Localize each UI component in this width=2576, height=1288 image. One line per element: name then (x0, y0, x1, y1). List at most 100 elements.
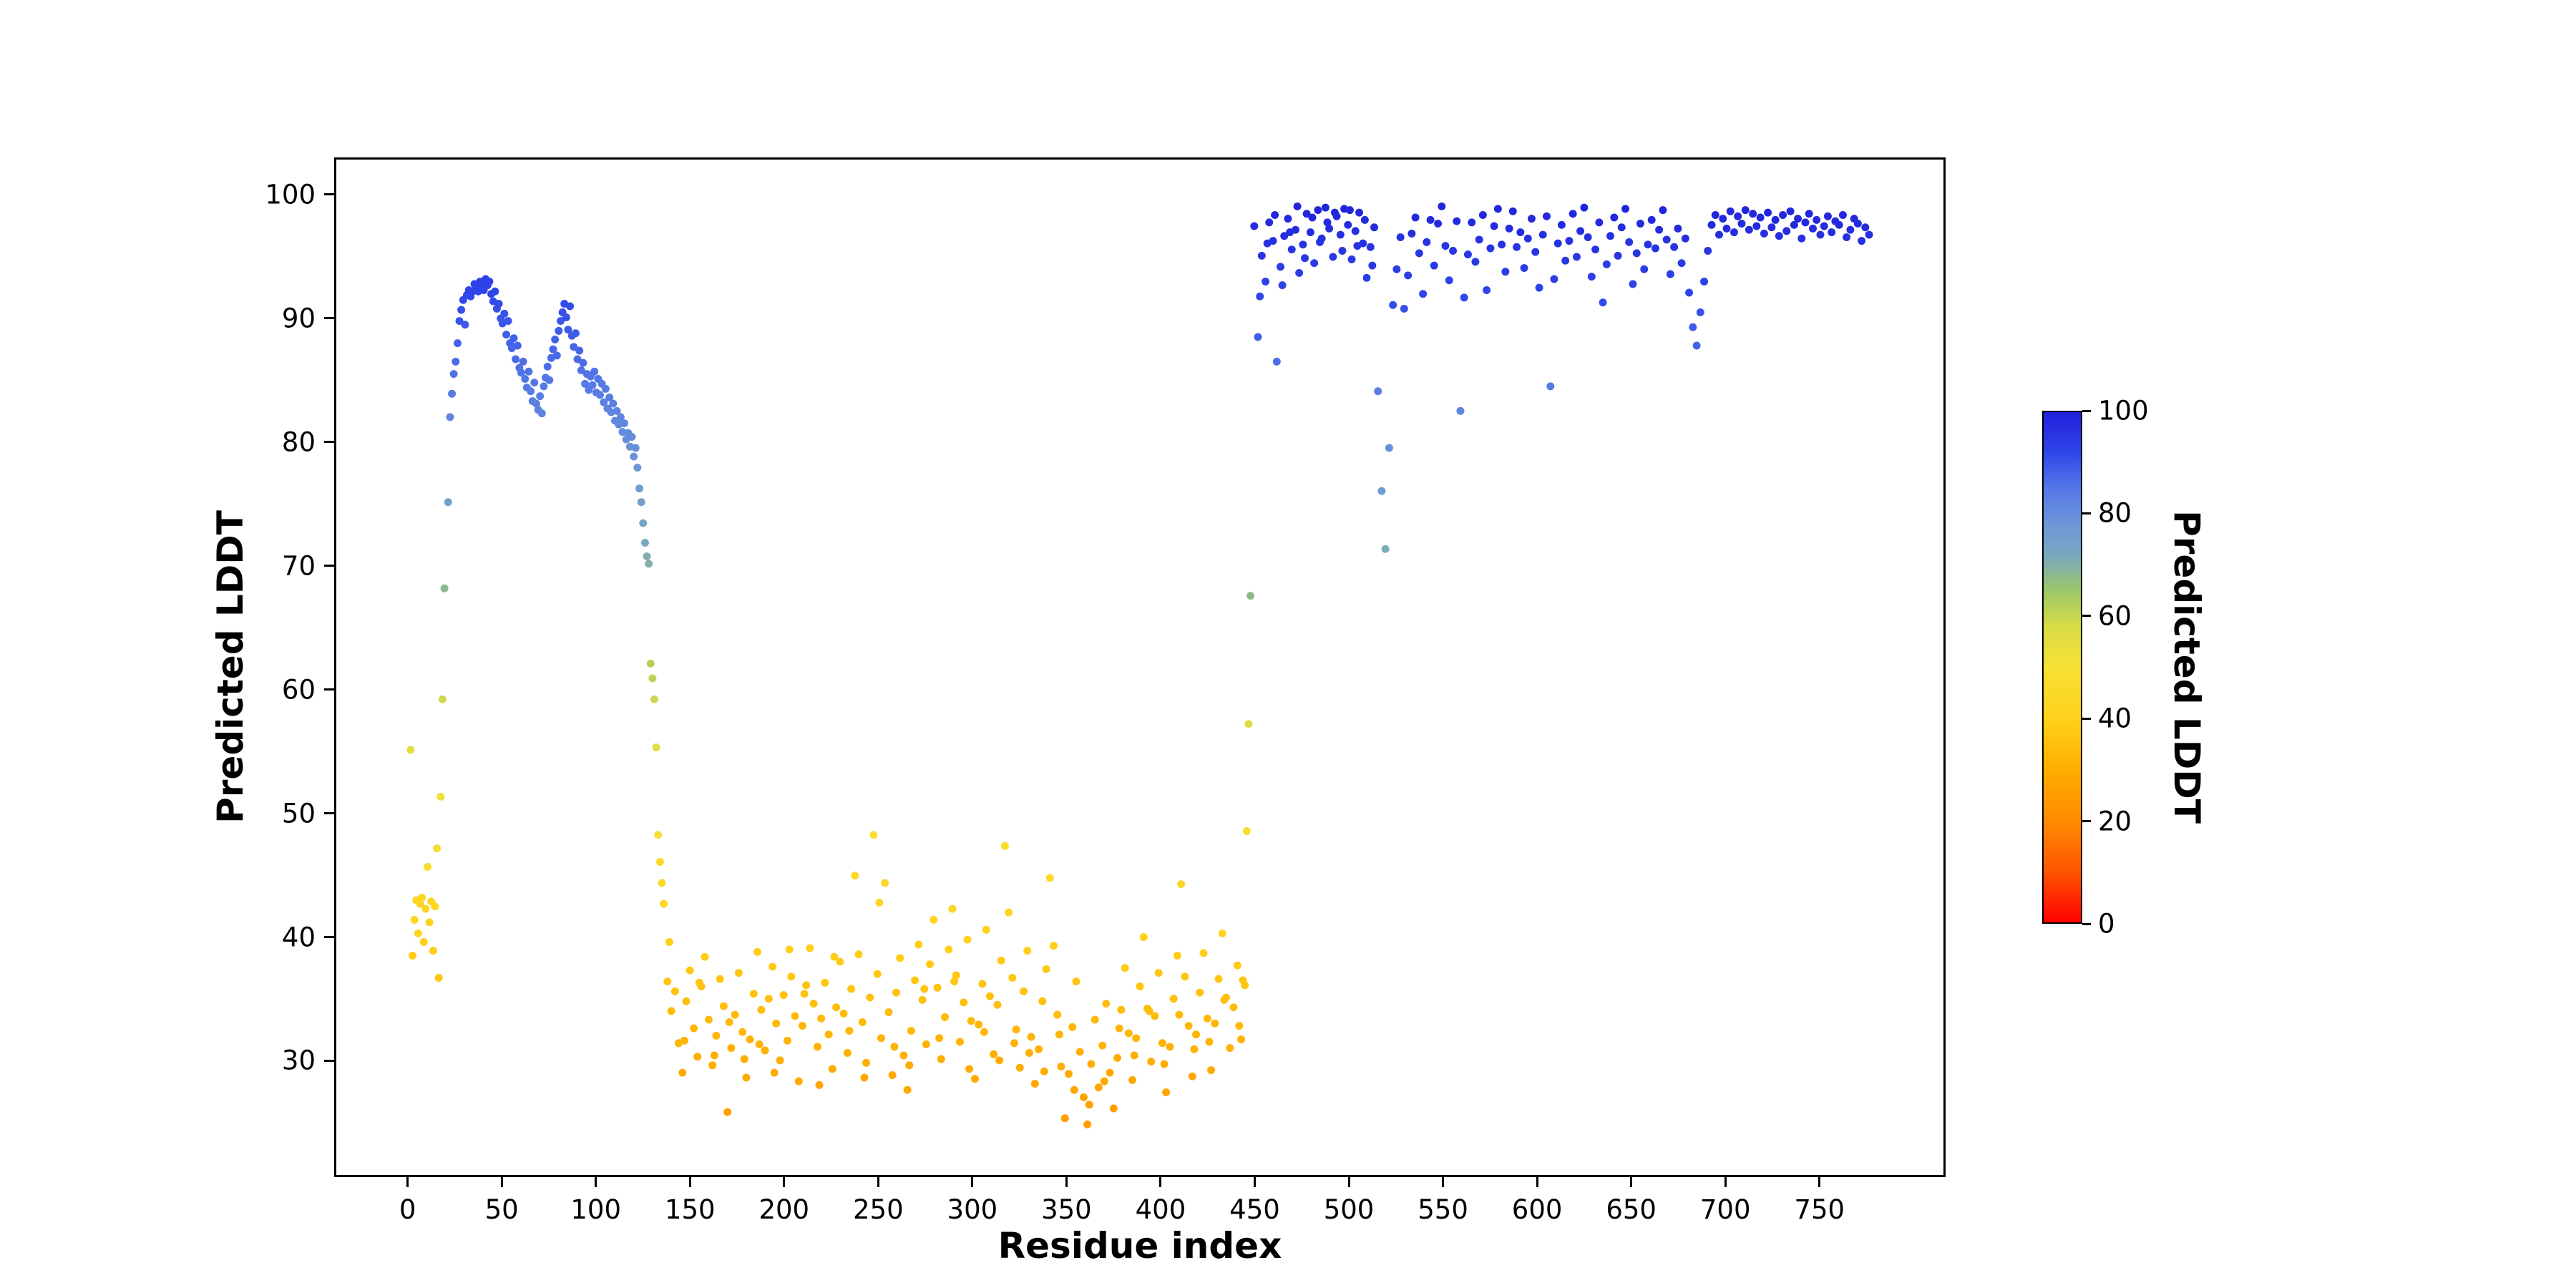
scatter-point (1321, 203, 1330, 212)
scatter-point (1045, 874, 1054, 882)
scatter-point (1070, 1085, 1078, 1094)
scatter-point (1681, 234, 1689, 243)
x-tick-label: 750 (1794, 1194, 1845, 1225)
scatter-point (960, 998, 968, 1007)
colorbar-tick-label: 20 (2098, 806, 2132, 837)
scatter-point (907, 1027, 915, 1035)
x-tick-label: 300 (947, 1194, 998, 1225)
scatter-point (1771, 215, 1780, 224)
scatter-point (1102, 1000, 1111, 1008)
scatter-point (877, 1034, 885, 1043)
scatter-point (1828, 228, 1836, 237)
scatter-point (438, 695, 447, 703)
scatter-point (1580, 203, 1589, 212)
colorbar-tick-mark (2082, 820, 2091, 823)
scatter-point (596, 391, 604, 399)
scatter-point (1490, 222, 1498, 230)
scatter-point (1752, 222, 1761, 230)
scatter-point (1737, 220, 1746, 228)
x-tick-mark (877, 1177, 879, 1187)
scatter-point (1707, 220, 1716, 229)
scatter-point (519, 357, 527, 366)
scatter-point (552, 351, 561, 360)
scatter-point (1813, 215, 1821, 224)
scatter-point (1483, 286, 1491, 295)
scatter-point (455, 317, 464, 326)
scatter-point (1203, 1014, 1211, 1023)
scatter-point (710, 1051, 718, 1060)
scatter-point (1438, 202, 1446, 210)
scatter-point (1674, 224, 1682, 233)
scatter-point (809, 1000, 818, 1008)
scatter-point (425, 918, 434, 927)
scatter-point (616, 413, 625, 421)
scatter-point (630, 452, 638, 461)
scatter-point (1801, 218, 1810, 227)
scatter-point (1025, 1049, 1033, 1057)
scatter-point (1449, 246, 1458, 255)
scatter-point (419, 937, 428, 946)
scatter-point (1430, 261, 1438, 270)
scatter-point (854, 950, 863, 959)
colorbar-label: Predicted LDDT (2166, 510, 2207, 824)
scatter-point (802, 981, 811, 990)
scatter-point (881, 879, 889, 887)
scatter-point (1330, 208, 1339, 217)
x-tick-label: 600 (1511, 1194, 1563, 1225)
x-tick-mark (1724, 1177, 1727, 1187)
scatter-point (1015, 1063, 1024, 1072)
y-tick-mark (324, 565, 334, 567)
scatter-point (1434, 220, 1443, 228)
scatter-point (646, 659, 655, 668)
scatter-point (734, 969, 743, 977)
scatter-point (1498, 240, 1506, 249)
scatter-point (1820, 222, 1828, 230)
scatter-point (1692, 341, 1701, 350)
x-tick-mark (1630, 1177, 1633, 1187)
scatter-point (742, 1073, 751, 1082)
scatter-point (1295, 268, 1304, 277)
scatter-point (1314, 206, 1322, 215)
scatter-point (491, 287, 499, 296)
x-tick-label: 450 (1229, 1194, 1280, 1225)
scatter-point (1237, 1035, 1245, 1044)
scatter-point (1715, 230, 1723, 239)
scatter-point (1475, 235, 1483, 244)
scatter-point (551, 335, 560, 343)
x-tick-label: 100 (570, 1194, 621, 1225)
scatter-point (832, 1003, 841, 1012)
scatter-point (1767, 223, 1776, 232)
scatter-point (914, 940, 923, 949)
scatter-point (1254, 333, 1262, 341)
y-tick-label: 90 (281, 303, 316, 334)
scatter-point (1576, 227, 1585, 235)
scatter-point (1055, 1030, 1063, 1039)
scatter-point (1538, 230, 1547, 239)
scatter-point (633, 464, 642, 472)
scatter-point (757, 1005, 766, 1014)
scatter-point (1381, 545, 1390, 553)
scatter-point (532, 399, 540, 408)
scatter-point (1345, 206, 1354, 215)
scatter-point (873, 970, 882, 978)
scatter-point (1730, 228, 1738, 237)
scatter-point (738, 1028, 747, 1036)
y-tick-mark (324, 936, 334, 938)
scatter-point (1726, 207, 1735, 215)
scatter-point (899, 1051, 908, 1060)
scatter-point (1308, 213, 1317, 222)
scatter-point (1400, 304, 1408, 313)
scatter-point (866, 993, 874, 1002)
x-tick-mark (688, 1177, 691, 1187)
scatter-point (1139, 933, 1148, 942)
scatter-point (982, 925, 990, 934)
colorbar-tick-label: 100 (2098, 395, 2149, 426)
scatter-point (631, 444, 640, 452)
scatter-point (1644, 240, 1652, 249)
scatter-point (817, 1014, 826, 1023)
scatter-point (436, 792, 445, 801)
scatter-point (530, 379, 539, 387)
scatter-point (1456, 406, 1465, 415)
scatter-point (1629, 280, 1637, 288)
scatter-point (813, 1043, 821, 1051)
